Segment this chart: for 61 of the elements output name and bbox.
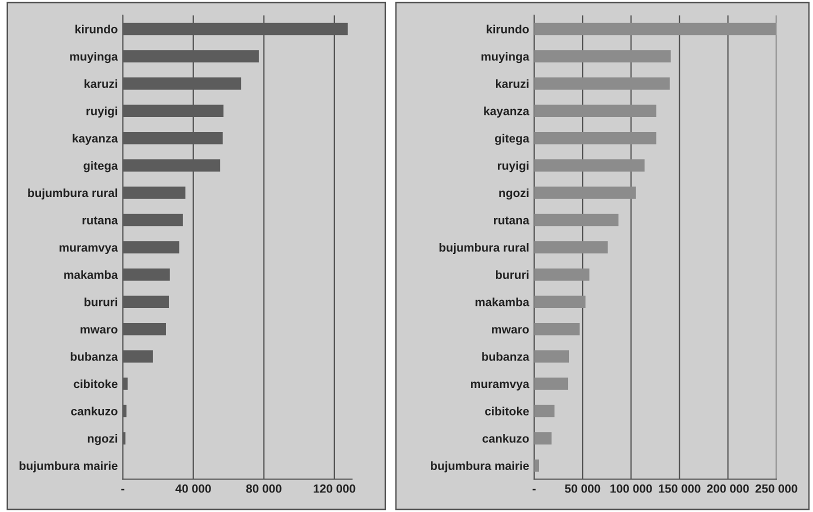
y-tick-label: ngozi (499, 188, 528, 200)
y-tick-label: cankuzo (71, 406, 118, 416)
x-tick-label: 120 000 (314, 484, 356, 493)
x-tick-label: 80 000 (246, 484, 282, 493)
bar (534, 241, 608, 254)
bar (534, 323, 580, 336)
y-tick-label: muyinga (482, 52, 530, 64)
y-tick-label: ruyigi (86, 106, 118, 118)
bar (534, 404, 554, 418)
bar (534, 77, 670, 90)
bar (534, 296, 586, 308)
x-tick-label: - (532, 488, 536, 490)
y-tick-label: makamba (476, 298, 530, 306)
x-tick-label: 100 000 (610, 484, 652, 493)
y-tick-label: kirundo (75, 24, 118, 34)
y-tick-label: kayanza (72, 134, 118, 145)
y-tick-label: kirundo (486, 24, 529, 34)
y-tick-label: rutana (82, 216, 118, 224)
y-tick-label: ruyigi (498, 161, 528, 172)
bar (534, 159, 645, 172)
x-tick-label: 40 000 (175, 484, 211, 493)
y-tick-label: karuzi (496, 79, 528, 88)
y-tick-label: kayanza (484, 106, 530, 118)
y-tick-label: bujumbura mairie (20, 461, 118, 472)
y-tick-label: cibitoke (485, 406, 529, 416)
bar (534, 132, 656, 144)
y-tick-label: bujumbura rural (28, 188, 118, 200)
bar (534, 459, 539, 472)
bar (534, 268, 590, 281)
y-tick-label: muyinga (70, 52, 118, 64)
y-tick-label: mwaro (492, 327, 529, 334)
y-tick-label: bujumbura rural (440, 243, 528, 254)
y-tick-label: bururi (84, 298, 118, 306)
y-tick-label: rutana (494, 216, 530, 224)
bar (534, 432, 552, 444)
x-tick-label: 250 000 (755, 484, 798, 493)
y-tick-label: muramvya (60, 245, 118, 254)
bar (534, 350, 570, 363)
bar (534, 50, 671, 62)
y-tick-label: mwaro (80, 327, 118, 334)
y-tick-label: ngozi (88, 434, 118, 446)
bar (534, 104, 656, 118)
bar (534, 378, 568, 390)
y-tick-label: bujumbura mairie (431, 461, 529, 472)
y-tick-label: bubanza (482, 352, 530, 361)
bar (534, 214, 618, 226)
x-tick-label: 200 000 (707, 484, 749, 493)
y-tick-label: cankuzo (482, 434, 529, 443)
bar (534, 186, 636, 199)
y-tick-label: cibitoke (74, 379, 118, 388)
y-tick-label: gitega (84, 161, 118, 172)
y-tick-label: makamba (64, 270, 118, 279)
x-tick-label: - (121, 488, 124, 490)
x-tick-label: 150 000 (658, 484, 700, 493)
bar (534, 22, 776, 36)
x-tick-label: 50 000 (564, 484, 600, 493)
y-tick-label: bururi (496, 270, 528, 279)
y-tick-label: gitega (495, 134, 530, 145)
y-tick-label: bubanza (70, 352, 118, 361)
y-tick-label: karuzi (84, 79, 118, 88)
y-tick-label: muramvya (470, 382, 530, 390)
